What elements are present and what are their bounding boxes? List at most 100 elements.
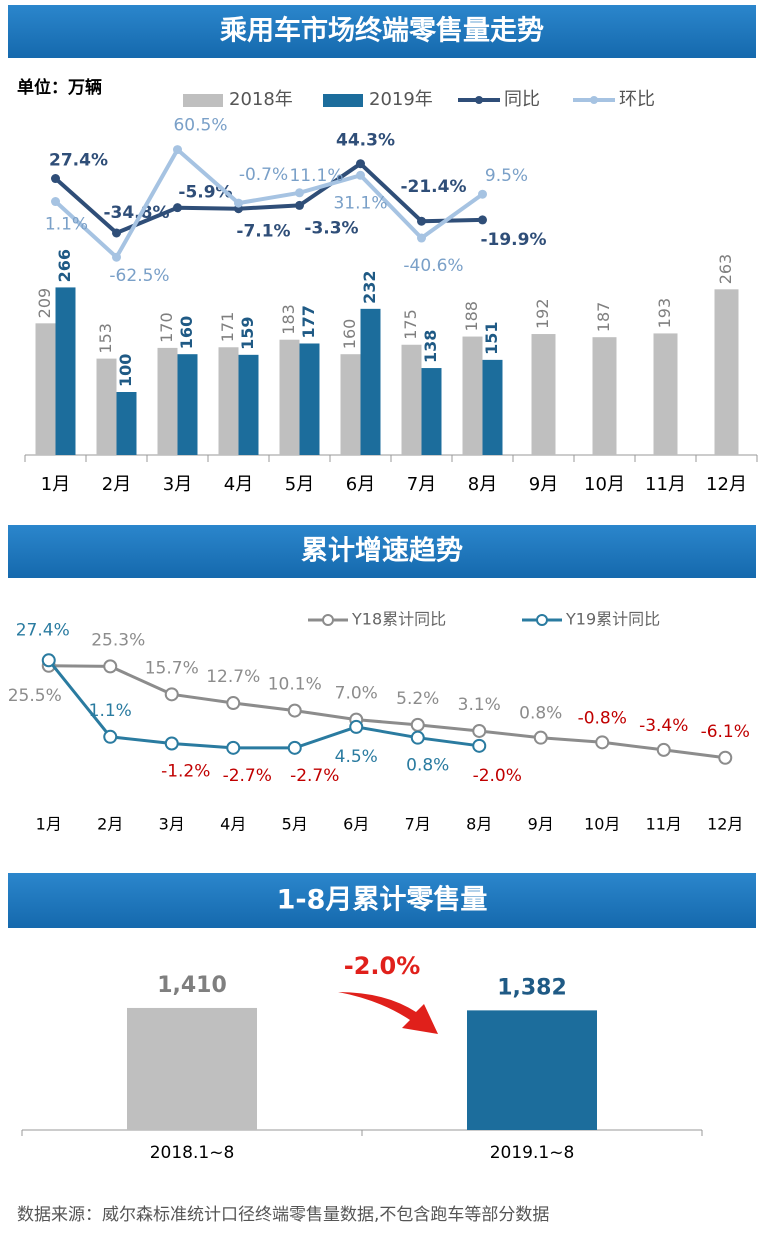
x-tick-label: 4月 xyxy=(220,815,246,834)
x-tick-label: 5月 xyxy=(285,474,314,495)
line-point xyxy=(349,719,364,734)
x-tick-label: 2月 xyxy=(102,474,131,495)
bar xyxy=(157,347,178,455)
line-point xyxy=(287,703,302,718)
x-tick-label: 1月 xyxy=(41,474,70,495)
bar xyxy=(592,337,617,455)
bar xyxy=(340,354,361,455)
bar xyxy=(482,359,503,455)
line-series xyxy=(54,161,483,235)
line-value-label: 5.2% xyxy=(396,689,439,709)
arrow xyxy=(338,992,438,1034)
legend-swatch xyxy=(322,614,334,626)
header-bar xyxy=(8,525,756,578)
line-value-label: -2.7% xyxy=(290,766,339,786)
legend-label: 环比 xyxy=(619,89,655,110)
line-value-label: -40.6% xyxy=(403,256,463,276)
legend-label: Y19累计同比 xyxy=(565,610,660,629)
legend-label: Y18累计同比 xyxy=(351,610,446,629)
x-tick-label: 2018.1~8 xyxy=(150,1143,235,1163)
bar-value-label: 171 xyxy=(218,312,237,343)
bar xyxy=(279,339,300,455)
x-tick-label: 9月 xyxy=(528,815,554,834)
line-point xyxy=(295,200,304,210)
x-tick-label: 4月 xyxy=(224,474,253,495)
x-tick-label: 7月 xyxy=(407,474,436,495)
bar-value-label: 187 xyxy=(594,302,613,333)
line-value-label: -3.3% xyxy=(304,218,358,238)
x-tick-label: 5月 xyxy=(282,815,308,834)
bar-value-label: 160 xyxy=(340,319,359,350)
x-tick-label: 3月 xyxy=(163,474,192,495)
bar xyxy=(218,347,239,455)
line-value-label: -19.9% xyxy=(480,230,546,250)
bar xyxy=(467,1010,597,1130)
line-point xyxy=(417,233,426,243)
bar-value-label: 263 xyxy=(716,254,735,285)
x-tick-label: 9月 xyxy=(529,474,558,495)
line-point xyxy=(472,723,487,738)
line-point xyxy=(295,188,304,198)
bar-value-label: 192 xyxy=(533,298,552,329)
line-point xyxy=(226,740,241,755)
line-point xyxy=(51,174,60,184)
line-point xyxy=(656,742,671,757)
line-value-label: -62.5% xyxy=(109,266,169,286)
line-point xyxy=(173,145,182,155)
line-series xyxy=(47,659,480,750)
x-tick-label: 8月 xyxy=(468,474,497,495)
line-value-label: -34.8% xyxy=(103,203,169,223)
bar xyxy=(35,323,56,455)
bar-value-label: 159 xyxy=(238,316,257,349)
bar-value-label: 209 xyxy=(35,288,54,319)
line-value-label: -2.7% xyxy=(223,766,272,786)
line-value-label: 9.5% xyxy=(485,166,528,186)
line-value-label: 60.5% xyxy=(173,116,227,136)
line-value-label: 7.0% xyxy=(335,684,378,704)
line-point xyxy=(595,735,610,750)
bar xyxy=(714,289,739,455)
line-point xyxy=(478,215,487,225)
line-point xyxy=(287,740,302,755)
line-value-label: 25.3% xyxy=(91,630,145,650)
bar-value-label: 1,410 xyxy=(157,973,227,998)
line-value-label: -6.1% xyxy=(701,722,750,742)
bar xyxy=(96,358,117,455)
bar xyxy=(299,343,320,455)
bar-value-label: 193 xyxy=(655,298,674,329)
bar-value-label: 1,382 xyxy=(497,975,567,1000)
legend-swatch xyxy=(475,96,483,104)
bar-value-label: 170 xyxy=(157,312,176,343)
line-value-label: 27.4% xyxy=(49,151,108,171)
line-value-label: -3.4% xyxy=(639,716,688,736)
line-point xyxy=(51,197,60,207)
line-value-label: -7.1% xyxy=(236,222,290,242)
line-point xyxy=(226,696,241,711)
line-point xyxy=(472,738,487,753)
line-point xyxy=(112,252,121,262)
bar xyxy=(653,333,678,455)
x-tick-label: 7月 xyxy=(405,815,431,834)
line-value-label: 25.5% xyxy=(8,686,62,706)
bar xyxy=(401,344,422,455)
legend-swatch xyxy=(183,94,223,107)
line-value-label: 1.1% xyxy=(45,215,88,235)
line-point xyxy=(478,189,487,199)
bar-value-label: 266 xyxy=(55,249,74,282)
line-point xyxy=(173,203,182,213)
line-value-label: 44.3% xyxy=(336,131,395,151)
line-point xyxy=(410,717,425,732)
annotation: -2.0% xyxy=(344,952,421,980)
x-tick-label: 6月 xyxy=(343,815,369,834)
line-point xyxy=(417,216,426,226)
legend-label: 2018年 xyxy=(229,89,293,110)
line-value-label: 10.1% xyxy=(268,675,322,695)
x-tick-label: 11月 xyxy=(646,815,682,834)
line-point xyxy=(356,170,365,180)
bar xyxy=(421,368,442,455)
line-value-label: 27.4% xyxy=(16,620,70,640)
line-value-label: 0.8% xyxy=(406,756,449,776)
source-note: 数据来源：威尔森标准统计口径终端零售量数据,不包含跑车等部分数据 xyxy=(17,1205,549,1225)
line-point xyxy=(718,750,733,765)
